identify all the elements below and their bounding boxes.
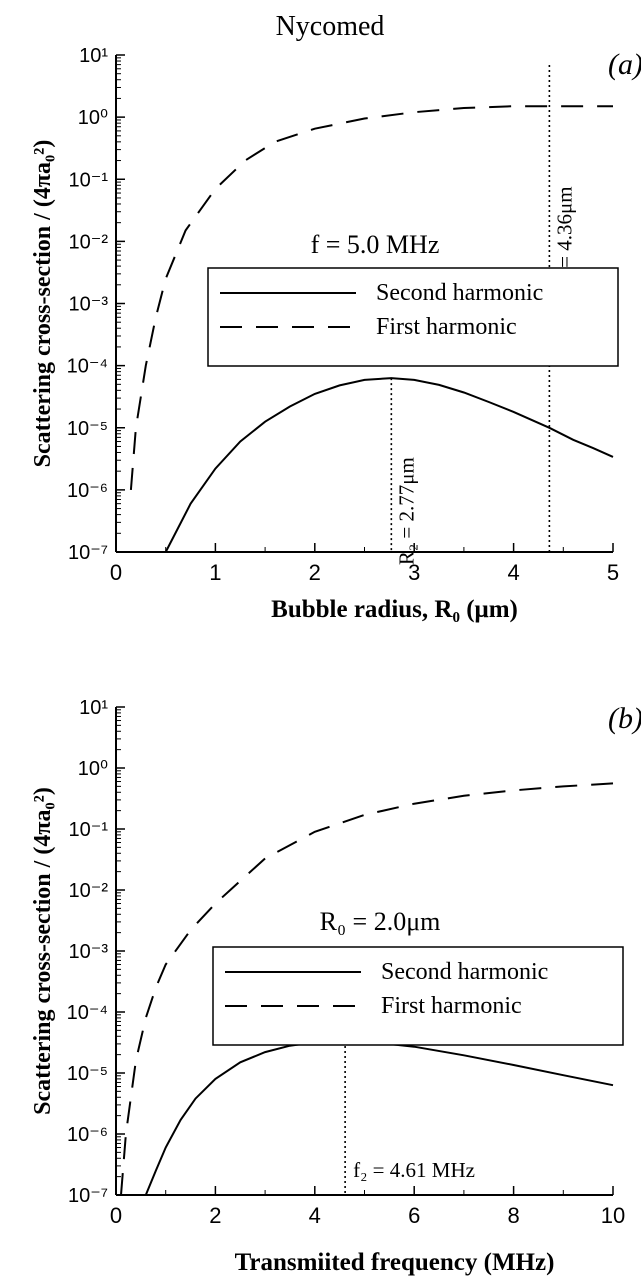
- x-axis-label: Transmiited frequency (MHz): [235, 1249, 555, 1276]
- x-tick-label: 4: [309, 1203, 321, 1228]
- x-tick-label: 0: [110, 1203, 122, 1228]
- panel-b: 10⁻⁷ 10⁻⁶ 10⁻⁵ 10⁻⁴ 10⁻³ 10⁻² 10⁻¹ 10⁰ 10¹ 0 2 4 6 8 1…: [30, 697, 641, 1276]
- y-tick-label: 10⁻²: [69, 880, 109, 902]
- x-tick-label: 2: [309, 560, 321, 585]
- y-tick-label: 10⁻⁵: [67, 1063, 108, 1085]
- y-tick-label: 10¹: [79, 45, 108, 67]
- x-tick-label: 6: [408, 1203, 420, 1228]
- figure-title: Nycomed: [276, 11, 385, 42]
- first-harmonic-line: [129, 105, 613, 490]
- y-tick-label: 10⁻⁴: [67, 356, 108, 378]
- x-tick-label: 4: [507, 560, 519, 585]
- first-harmonic-line: [120, 782, 614, 1196]
- x-tick-label: 3: [408, 560, 420, 585]
- annotation-label: f = 5.0 MHz: [311, 230, 440, 259]
- legend-label: Second harmonic: [376, 280, 543, 306]
- annotation-label: R₀ = 2.0μm: [320, 907, 441, 936]
- x-tick-label: 2: [209, 1203, 221, 1228]
- legend-box: [212, 946, 624, 1046]
- y-tick-label: 10⁻⁵: [67, 418, 108, 440]
- reference-label: R₂ = 2.77μm: [394, 457, 418, 565]
- legend-box: [207, 267, 619, 367]
- second-harmonic-line: [164, 377, 614, 553]
- y-tick-label: 10⁻²: [69, 231, 109, 253]
- y-tick-label: 10⁻¹: [69, 819, 109, 841]
- x-tick-label: 0: [110, 560, 122, 585]
- panel-label: (a): [608, 48, 641, 81]
- y-tick-label: 10⁻³: [69, 294, 109, 316]
- x-tick-label: 10: [601, 1203, 625, 1228]
- y-tick-label: 10⁻⁴: [67, 1002, 108, 1024]
- panel-a: 10⁻⁷ 10⁻⁶ 10⁻⁵ 10⁻⁴ 10⁻³ 10⁻² 10⁻¹ 10⁰ 10¹ 0 1 2 3 4 5…: [30, 45, 641, 623]
- y-tick-label: 10¹: [79, 697, 108, 719]
- y-axis-label: Scattering cross-section / (4πa₀²): [30, 140, 56, 468]
- y-tick-label: 10⁻⁷: [68, 542, 108, 564]
- y-tick-label: 10⁻⁶: [67, 1124, 108, 1146]
- legend-label: Second harmonic: [381, 959, 548, 985]
- y-tick-label: 10⁻³: [69, 941, 109, 963]
- x-axis-label: Bubble radius, R₀ (μm): [271, 596, 518, 623]
- y-tick-label: 10⁰: [78, 758, 108, 780]
- panel-label: (b): [608, 702, 641, 735]
- y-tick-label: 10⁻⁷: [68, 1185, 108, 1207]
- x-tick-label: 5: [607, 560, 619, 585]
- x-tick-label: 8: [507, 1203, 519, 1228]
- reference-label: f₂ = 4.61 MHz: [353, 1158, 475, 1182]
- y-tick-label: 10⁻⁶: [67, 480, 108, 502]
- y-tick-label: 10⁻¹: [69, 169, 109, 191]
- legend-label: First harmonic: [376, 314, 517, 340]
- legend-label: First harmonic: [381, 993, 522, 1019]
- y-axis-label: Scattering cross-section / (4πa₀²): [30, 787, 56, 1115]
- x-tick-label: 1: [209, 560, 221, 585]
- y-tick-label: 10⁰: [78, 107, 108, 129]
